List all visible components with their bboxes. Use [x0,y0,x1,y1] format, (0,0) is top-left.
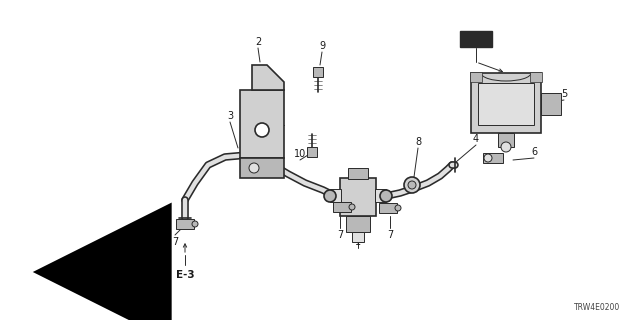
Circle shape [484,154,492,162]
Bar [541,93,561,115]
Bar [313,67,323,77]
Circle shape [349,204,355,210]
Bar [240,90,284,158]
Circle shape [255,123,269,137]
Bar [340,178,376,216]
Text: 5: 5 [561,89,567,99]
Circle shape [324,190,336,202]
Text: 7: 7 [337,230,343,240]
Text: 2: 2 [255,37,261,47]
Bar [176,219,194,229]
Bar [498,133,514,147]
Bar [460,31,492,47]
Bar [478,83,534,125]
Bar [530,72,542,82]
Bar [307,147,317,157]
Circle shape [395,205,401,211]
Circle shape [192,221,198,227]
Text: 7: 7 [172,237,178,247]
Text: 10: 10 [294,149,306,159]
Bar [333,202,351,212]
Text: FR.: FR. [74,265,93,275]
Bar [375,189,386,202]
Bar [240,158,284,178]
Text: B-4: B-4 [465,37,486,47]
Text: 7: 7 [387,230,393,240]
Bar [346,216,370,232]
Bar [471,73,541,133]
Bar [379,203,397,213]
Circle shape [249,163,259,173]
Circle shape [501,142,511,152]
Text: TRW4E0200: TRW4E0200 [573,303,620,312]
Bar [352,232,364,242]
Text: 3: 3 [227,111,233,121]
Bar [470,72,482,82]
Circle shape [380,190,392,202]
Bar [348,168,368,179]
Text: 1: 1 [355,237,361,247]
Text: 4: 4 [473,134,479,144]
Circle shape [408,181,416,189]
Text: 6: 6 [531,147,537,157]
Text: 8: 8 [415,137,421,147]
Circle shape [404,177,420,193]
Text: E-3: E-3 [176,270,195,280]
Text: 9: 9 [319,41,325,51]
Bar [483,153,503,163]
Bar [330,189,341,202]
Polygon shape [252,65,284,90]
